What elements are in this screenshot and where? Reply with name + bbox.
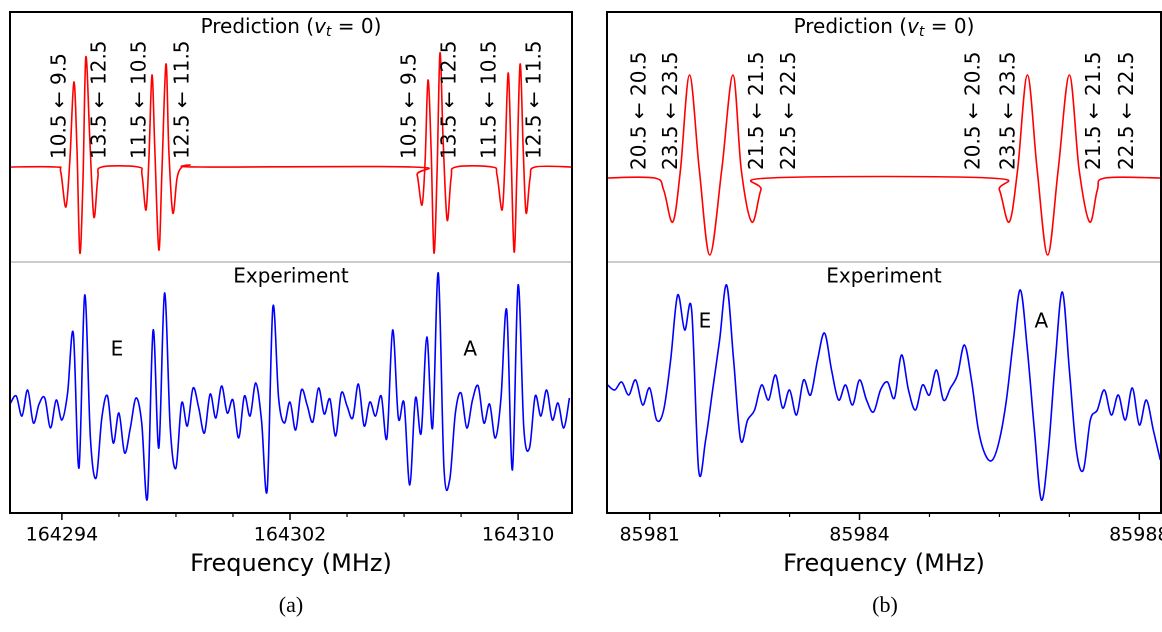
frame: [606, 11, 1162, 514]
transition-label: 11.5 ← 10.5: [477, 40, 501, 159]
x-tick-label: 85988: [1109, 524, 1162, 546]
transition-label: 23.5 ← 23.5: [658, 51, 682, 170]
transition-label: 21.5 ← 21.5: [1081, 51, 1105, 170]
title-var: v: [314, 14, 327, 38]
title-text: = 0): [924, 14, 974, 38]
transition-label: 11.5 ← 10.5: [127, 40, 151, 159]
transition-label: 10.5 ← 9.5: [46, 53, 70, 159]
transition-label: 21.5 ← 21.5: [744, 51, 768, 170]
panel-title: Prediction (vt = 0): [794, 14, 975, 41]
panel-caption: (b): [872, 592, 898, 617]
spectrum-line: [10, 272, 571, 501]
component-label: E: [699, 309, 712, 333]
transition-label: 20.5 ← 20.5: [626, 51, 650, 170]
panel-title: Experiment: [233, 264, 349, 288]
component-label: A: [1035, 309, 1049, 333]
x-tick-label: 85984: [829, 524, 889, 546]
x-tick-label: 164294: [26, 524, 99, 546]
x-tick-label: 85981: [619, 524, 679, 546]
title-text: = 0): [331, 14, 381, 38]
spectrum-line: [10, 52, 572, 254]
panel-title: Experiment: [826, 264, 942, 288]
title-sub: t: [919, 24, 925, 40]
transition-label: 22.5 ← 22.5: [776, 51, 800, 170]
transition-label: 23.5 ← 23.5: [996, 51, 1020, 170]
plot-area: [607, 74, 1161, 501]
transition-label: 12.5 ← 11.5: [522, 40, 546, 159]
transition-label: 10.5 ← 9.5: [397, 53, 421, 159]
spectrum-line: [607, 74, 1161, 256]
transition-label: 13.5 ← 12.5: [86, 40, 110, 159]
component-label: A: [463, 337, 477, 361]
x-axis-label: Frequency (MHz): [190, 549, 392, 577]
x-tick-label: 164302: [254, 524, 327, 546]
panel-title: Prediction (vt = 0): [201, 14, 382, 41]
x-axis-label: Frequency (MHz): [783, 549, 985, 577]
transition-label: 12.5 ← 11.5: [170, 40, 194, 159]
transition-label: 20.5 ← 20.5: [961, 51, 985, 170]
transition-label: 22.5 ← 22.5: [1114, 51, 1138, 170]
plot-area: [10, 52, 572, 501]
frame: [9, 11, 573, 514]
component-label: E: [111, 337, 124, 361]
panel-caption: (a): [279, 592, 303, 617]
title-text: Prediction (: [201, 14, 315, 38]
spectrum-line: [607, 284, 1161, 501]
title-text: Prediction (: [794, 14, 908, 38]
title-var: v: [907, 14, 920, 38]
x-tick-label: 164310: [482, 524, 555, 546]
title-sub: t: [326, 24, 332, 40]
transition-label: 13.5 ← 12.5: [436, 40, 460, 159]
